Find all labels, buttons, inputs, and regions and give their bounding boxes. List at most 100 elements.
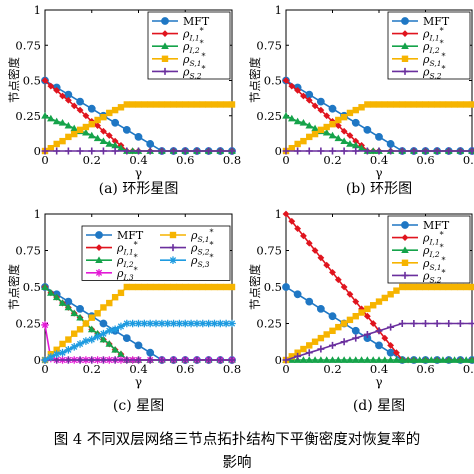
panel-d-x-axis-label: γ xyxy=(375,375,382,389)
panel-a-data-point xyxy=(41,147,49,155)
panel-d-data-point xyxy=(293,290,302,299)
panel-b-data-point xyxy=(468,101,474,108)
panel-d-data-point xyxy=(340,320,348,327)
panel-d-data-point xyxy=(323,261,331,269)
panel-c-legend-swatch-marker xyxy=(169,256,177,264)
panel-c-data-point xyxy=(105,327,114,335)
panel-c-caption: (c) 星图 xyxy=(113,398,164,414)
panel-d-y-tick-label: 0.25 xyxy=(256,317,282,331)
panel-d-legend-swatch-marker xyxy=(401,259,409,266)
panel-b-x-tick-label: 0.6 xyxy=(416,153,434,167)
panel-c-data-point xyxy=(47,289,55,296)
panel-c-legend-swatch-marker xyxy=(169,231,177,239)
panel-d-data-point xyxy=(421,356,430,363)
panel-a-data-point xyxy=(52,117,61,125)
panel-c-data-point xyxy=(111,356,119,364)
panel-a-data-point xyxy=(82,123,90,131)
panel-c-data-point xyxy=(123,283,131,291)
panel-b-data-point xyxy=(346,132,354,139)
panel-b-data-point xyxy=(381,101,389,108)
panel-b-data-point xyxy=(299,119,308,126)
panel-c-data-point xyxy=(122,334,131,342)
panel-b-data-point xyxy=(294,140,301,148)
panel-c-data-point xyxy=(106,299,113,307)
panel-c-data-point xyxy=(117,289,125,297)
panel-b-data-point xyxy=(387,147,395,155)
panel-c-data-point xyxy=(187,283,195,291)
panel-b-data-point xyxy=(288,144,296,152)
panel-d-y-axis-label: 节点密度 xyxy=(248,264,262,310)
panel-a-data-point xyxy=(123,101,131,108)
panel-d-data-point xyxy=(299,356,308,363)
panel-d-data-point xyxy=(428,283,435,291)
panel-b-data-point xyxy=(288,114,296,122)
panel-d-data-point xyxy=(334,356,343,363)
panel-d-data-point xyxy=(439,356,447,363)
panel-c-data-point xyxy=(211,283,218,291)
panel-d-data-point xyxy=(445,320,453,327)
panel-d-data-point xyxy=(369,320,377,327)
panel-a-data-point xyxy=(53,140,60,148)
panel-c-data-point xyxy=(176,283,183,291)
panel-a-data-point xyxy=(87,131,96,139)
panel-d-data-point xyxy=(398,356,407,363)
panel-c-data-point xyxy=(204,319,213,328)
panel-c-data-point xyxy=(52,350,61,358)
panel-a-data-point xyxy=(94,116,101,124)
panel-d-legend-label: ρS,1* xyxy=(422,256,446,272)
panel-d-data-point xyxy=(346,316,354,324)
panel-c-x-tick-label: 0.2 xyxy=(83,362,101,376)
panel-d-data-point xyxy=(433,320,441,327)
panel-a-data-point xyxy=(146,147,154,155)
panel-d-x-tick-label: 0 xyxy=(282,362,289,376)
panel-d-data-point xyxy=(416,283,423,291)
panel-c-data-point xyxy=(170,356,178,364)
panel-a-data-point xyxy=(129,101,136,108)
panel-c-data-point xyxy=(59,340,66,348)
panel-d-y-tick-label: 0.5 xyxy=(264,280,282,294)
panel-b-data-point xyxy=(410,147,418,155)
panel-d-data-point xyxy=(351,326,360,335)
panel-d-data-point xyxy=(294,349,301,356)
panel-a-data-point xyxy=(88,147,96,155)
panel-c-data-point xyxy=(140,319,149,328)
panel-d-data-point xyxy=(346,356,354,363)
panel-b-data-point xyxy=(457,101,464,108)
panel-d-data-point xyxy=(456,356,465,363)
panel-a-legend-swatch-marker xyxy=(161,55,169,62)
panel-c-legend-label: ρS,1* xyxy=(190,228,214,244)
panel-a-data-point xyxy=(105,140,114,147)
panel-c-data-point xyxy=(65,336,72,343)
panel-a-data-point xyxy=(134,132,143,141)
panel-b-data-point xyxy=(352,147,360,155)
panel-b-data-point xyxy=(416,101,423,108)
panel-b-legend-label: MFT xyxy=(423,15,450,28)
panel-a-data-point xyxy=(164,101,171,108)
panel-d-legend-label: MFT xyxy=(423,219,450,232)
panel-d-legend-label: ρI,1* xyxy=(422,231,444,247)
panel-a-data-point xyxy=(111,141,119,149)
panel-c-data-point xyxy=(71,330,78,337)
panel-a-data-point xyxy=(47,144,55,152)
panel-c-data-point xyxy=(47,353,55,361)
panel-a-data-point xyxy=(47,114,55,122)
panel-b-data-point xyxy=(468,147,474,155)
panel-c-x-tick-label: 0.6 xyxy=(176,362,194,376)
panel-a-data-point xyxy=(47,82,55,90)
panel-a-data-point xyxy=(117,104,125,111)
panel-d-legend-label: ρS,2* xyxy=(422,268,446,284)
panel-a-data-point xyxy=(135,147,142,155)
panel-d-y-tick-label: 0 xyxy=(275,353,282,367)
panel-d-data-point xyxy=(300,345,307,353)
panel-a-legend-swatch-marker xyxy=(161,42,169,50)
panel-d-data-point xyxy=(451,283,458,291)
panel-a-data-point xyxy=(228,147,236,155)
panel-d-data-point xyxy=(323,331,330,338)
panel-b-data-point xyxy=(352,137,360,145)
panel-d-data-point xyxy=(352,313,359,320)
panel-c-data-point xyxy=(76,304,84,313)
panel-a-data-point xyxy=(76,126,84,134)
panel-b-data-point xyxy=(369,101,377,108)
panel-c-data-point xyxy=(70,309,79,317)
